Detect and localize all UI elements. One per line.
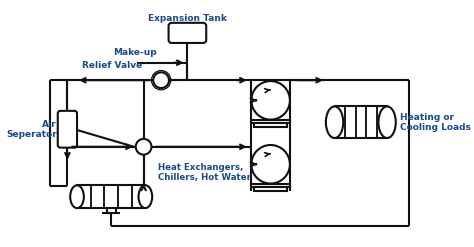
Text: Make-up: Make-up (113, 47, 156, 57)
Bar (251, 120, 290, 123)
Text: Air
Seperator: Air Seperator (6, 120, 57, 139)
Circle shape (153, 72, 169, 88)
Text: Expansion Tank: Expansion Tank (148, 14, 227, 23)
Ellipse shape (138, 185, 152, 208)
FancyBboxPatch shape (169, 23, 206, 43)
Text: Relief Valve: Relief Valve (82, 61, 142, 70)
Ellipse shape (378, 106, 396, 138)
Circle shape (136, 139, 152, 155)
Bar (254, 187, 287, 191)
Circle shape (251, 81, 290, 120)
Bar (77, 185, 146, 208)
Bar (251, 184, 290, 187)
Text: Heat Exchangers,
Chillers, Hot Water: Heat Exchangers, Chillers, Hot Water (158, 163, 252, 182)
Bar (335, 106, 387, 138)
Ellipse shape (326, 106, 343, 138)
Circle shape (251, 145, 290, 184)
Ellipse shape (70, 185, 84, 208)
Text: Heating or
Cooling Loads: Heating or Cooling Loads (400, 113, 471, 132)
Bar (254, 123, 287, 127)
FancyBboxPatch shape (58, 111, 77, 148)
